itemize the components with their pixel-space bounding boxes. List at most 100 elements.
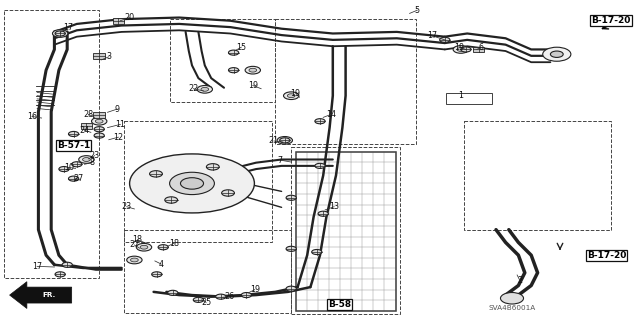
- Text: 9: 9: [115, 105, 120, 114]
- Text: 18: 18: [169, 239, 179, 248]
- Circle shape: [150, 171, 163, 177]
- Text: 3: 3: [106, 52, 111, 61]
- Polygon shape: [113, 18, 124, 24]
- Circle shape: [315, 119, 325, 124]
- Circle shape: [221, 190, 234, 196]
- Circle shape: [245, 66, 260, 74]
- Polygon shape: [10, 282, 72, 308]
- Circle shape: [193, 297, 204, 302]
- Circle shape: [68, 176, 79, 181]
- Circle shape: [92, 117, 107, 125]
- Text: 19: 19: [291, 89, 301, 98]
- Circle shape: [55, 31, 65, 36]
- Circle shape: [140, 245, 148, 249]
- Circle shape: [158, 245, 168, 250]
- Circle shape: [216, 294, 226, 299]
- Text: 26: 26: [224, 292, 234, 301]
- Circle shape: [95, 119, 103, 123]
- Circle shape: [79, 156, 94, 163]
- Circle shape: [500, 293, 524, 304]
- Circle shape: [170, 172, 214, 195]
- Text: 11: 11: [115, 120, 125, 129]
- Text: B-57-1: B-57-1: [57, 141, 90, 150]
- Circle shape: [131, 258, 138, 262]
- Circle shape: [168, 290, 178, 295]
- Text: 17: 17: [427, 31, 437, 40]
- Text: 19: 19: [248, 81, 258, 90]
- Text: 7: 7: [278, 156, 283, 165]
- Polygon shape: [93, 53, 105, 59]
- Ellipse shape: [129, 154, 255, 213]
- Circle shape: [180, 178, 204, 189]
- Circle shape: [315, 163, 325, 168]
- Circle shape: [461, 47, 471, 52]
- Polygon shape: [473, 47, 484, 52]
- Circle shape: [280, 138, 290, 143]
- Circle shape: [94, 127, 104, 132]
- Circle shape: [59, 167, 69, 172]
- Circle shape: [152, 272, 162, 277]
- Circle shape: [287, 94, 295, 98]
- Polygon shape: [81, 123, 92, 129]
- Circle shape: [453, 46, 468, 53]
- Circle shape: [201, 87, 209, 91]
- Circle shape: [312, 249, 322, 255]
- Circle shape: [228, 50, 239, 55]
- Circle shape: [68, 131, 79, 137]
- Text: 17: 17: [63, 23, 74, 32]
- Circle shape: [62, 262, 72, 267]
- Circle shape: [284, 92, 299, 100]
- Text: 23: 23: [122, 202, 132, 211]
- Text: 20: 20: [124, 13, 134, 22]
- Text: 19: 19: [250, 285, 260, 294]
- Text: 25: 25: [201, 298, 211, 307]
- Polygon shape: [93, 112, 105, 118]
- Circle shape: [94, 133, 104, 138]
- Text: 23: 23: [90, 151, 100, 160]
- Circle shape: [197, 85, 212, 93]
- Circle shape: [440, 37, 450, 42]
- Text: 17: 17: [32, 262, 42, 271]
- Text: B-17-20: B-17-20: [587, 251, 627, 260]
- Text: B-58: B-58: [328, 300, 351, 309]
- Text: FR.: FR.: [43, 293, 56, 298]
- Text: SVA4B6001A: SVA4B6001A: [488, 305, 536, 311]
- Circle shape: [165, 197, 178, 203]
- Circle shape: [277, 137, 292, 144]
- Text: 28: 28: [83, 110, 93, 119]
- Circle shape: [136, 243, 152, 251]
- Circle shape: [286, 246, 296, 251]
- Circle shape: [550, 51, 563, 57]
- Circle shape: [241, 293, 252, 298]
- Circle shape: [55, 272, 65, 277]
- Text: B-17-20: B-17-20: [591, 16, 631, 25]
- Text: 16: 16: [27, 112, 37, 121]
- Circle shape: [127, 256, 142, 264]
- Text: 13: 13: [329, 202, 339, 211]
- Text: 15: 15: [236, 43, 246, 52]
- Text: 12: 12: [113, 133, 124, 142]
- Circle shape: [228, 68, 239, 73]
- Text: 2: 2: [517, 276, 522, 285]
- Circle shape: [286, 195, 296, 200]
- Text: 21: 21: [269, 137, 279, 145]
- Text: 14: 14: [326, 110, 337, 119]
- Circle shape: [286, 286, 296, 291]
- Text: 10: 10: [64, 163, 74, 172]
- Text: 6: 6: [479, 43, 484, 52]
- Circle shape: [52, 30, 68, 37]
- Circle shape: [72, 162, 82, 167]
- Circle shape: [318, 211, 328, 216]
- Text: 8: 8: [89, 158, 94, 167]
- Text: 19: 19: [454, 43, 465, 52]
- Text: 27: 27: [73, 174, 83, 182]
- Text: 27: 27: [129, 241, 140, 249]
- FancyBboxPatch shape: [446, 93, 492, 104]
- Circle shape: [543, 47, 571, 61]
- Circle shape: [249, 68, 257, 72]
- Text: 24: 24: [79, 126, 90, 135]
- Text: 22: 22: [188, 84, 198, 93]
- Circle shape: [206, 164, 220, 170]
- Text: 5: 5: [415, 6, 420, 15]
- Circle shape: [56, 32, 64, 35]
